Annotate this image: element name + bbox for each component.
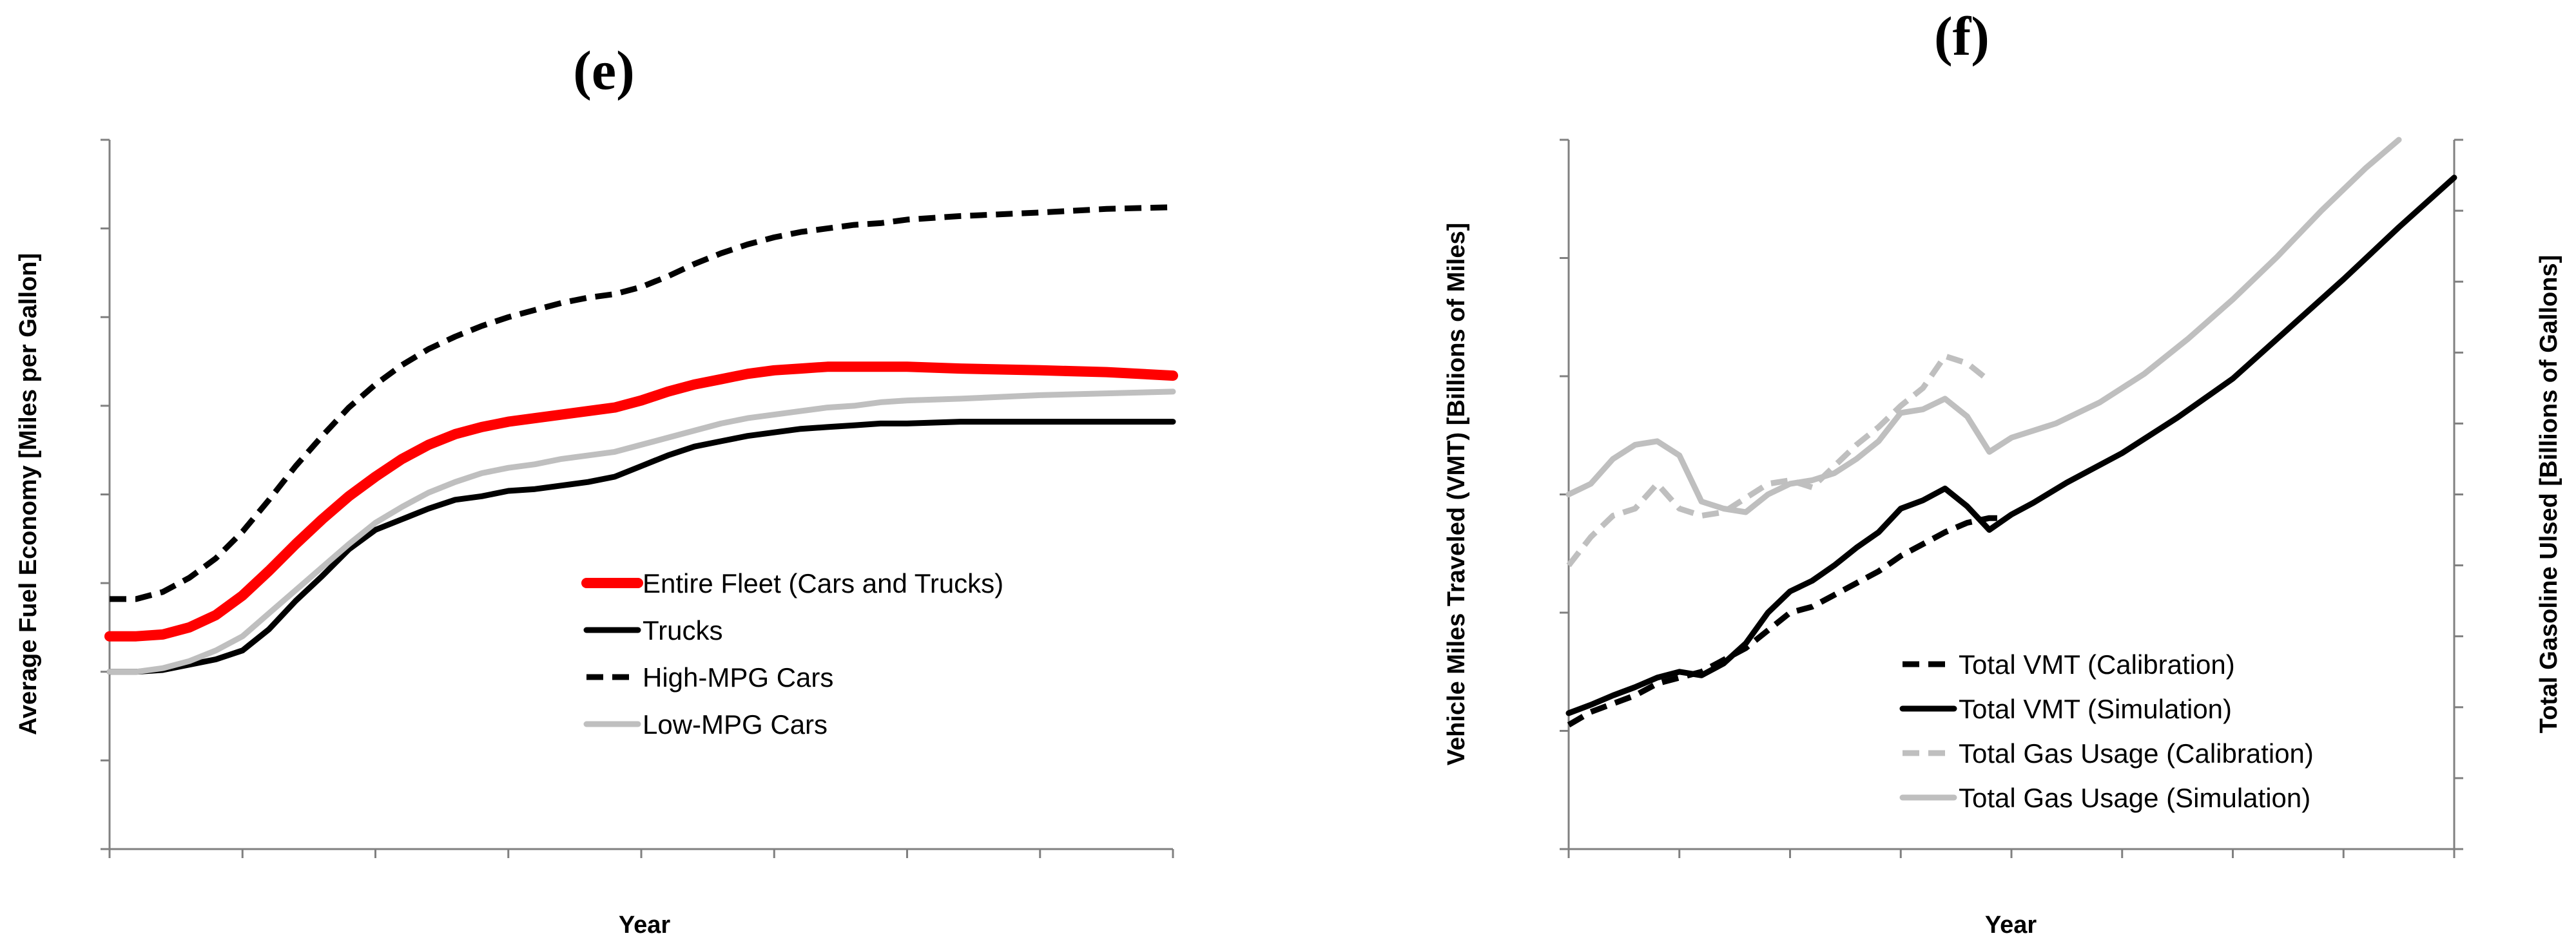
chart-f-legend-label-vmt-simulation: Total VMT (Simulation) xyxy=(1959,694,2232,724)
chart-f-series-total-gas-usage-calibration xyxy=(1566,353,1991,568)
chart-f-panel-label: (f) xyxy=(1934,5,1990,67)
chart-f-series-total-vmt-calibration xyxy=(1567,515,2000,728)
chart-f-legend-label-gas-simulation: Total Gas Usage (Simulation) xyxy=(1959,783,2310,813)
chart-f-legend-label-gas-calibration: Total Gas Usage (Calibration) xyxy=(1959,738,2314,769)
chart-f-legend: Total VMT (Calibration) Total VMT (Simul… xyxy=(1899,649,2314,813)
chart-e-legend-label-low-mpg: Low-MPG Cars xyxy=(643,709,828,740)
chart-f-legend-label-vmt-calibration: Total VMT (Calibration) xyxy=(1959,649,2235,680)
chart-e-series-group xyxy=(104,204,1178,675)
chart-e-series-high-mpg-cars xyxy=(110,204,1174,602)
chart-e-axes xyxy=(101,139,1174,858)
chart-e-x-axis-title: Year xyxy=(619,912,671,939)
chart-e-series-trucks xyxy=(106,419,1176,675)
chart-e-series-entire-fleet-cars-and-trucks xyxy=(104,361,1178,642)
chart-e-legend: Entire Fleet (Cars and Trucks) Trucks Hi… xyxy=(581,568,1003,740)
chart-e-legend-label-trucks: Trucks xyxy=(643,615,722,646)
chart-e-legend-label-entire-fleet: Entire Fleet (Cars and Trucks) xyxy=(643,568,1003,598)
chart-f-series-total-vmt-simulation xyxy=(1565,175,2457,716)
chart-f-y2-axis-title: Total Gasoline Ulsed [Billions of Gallon… xyxy=(2535,255,2562,733)
chart-e-legend-label-high-mpg: High-MPG Cars xyxy=(643,662,833,693)
chart-f: (f) Year Vehicle Miles Traveled (VMT) [B… xyxy=(1443,5,2562,939)
chart-e-series-low-mpg-cars xyxy=(106,388,1176,675)
chart-f-series-total-gas-usage-simulation xyxy=(1565,137,2402,515)
chart-e-panel-label: (e) xyxy=(573,39,634,101)
chart-f-y-axis-title: Vehicle Miles Traveled (VMT) [Billions o… xyxy=(1443,223,1470,766)
chart-e-y-axis-title: Average Fuel Economy [Miles per Gallon] xyxy=(15,253,42,735)
chart-f-x-axis-title: Year xyxy=(1985,912,2037,939)
chart-f-series-group xyxy=(1565,137,2457,728)
chart-e: (e) Year Average Fuel Economy [Miles per… xyxy=(15,39,1178,939)
